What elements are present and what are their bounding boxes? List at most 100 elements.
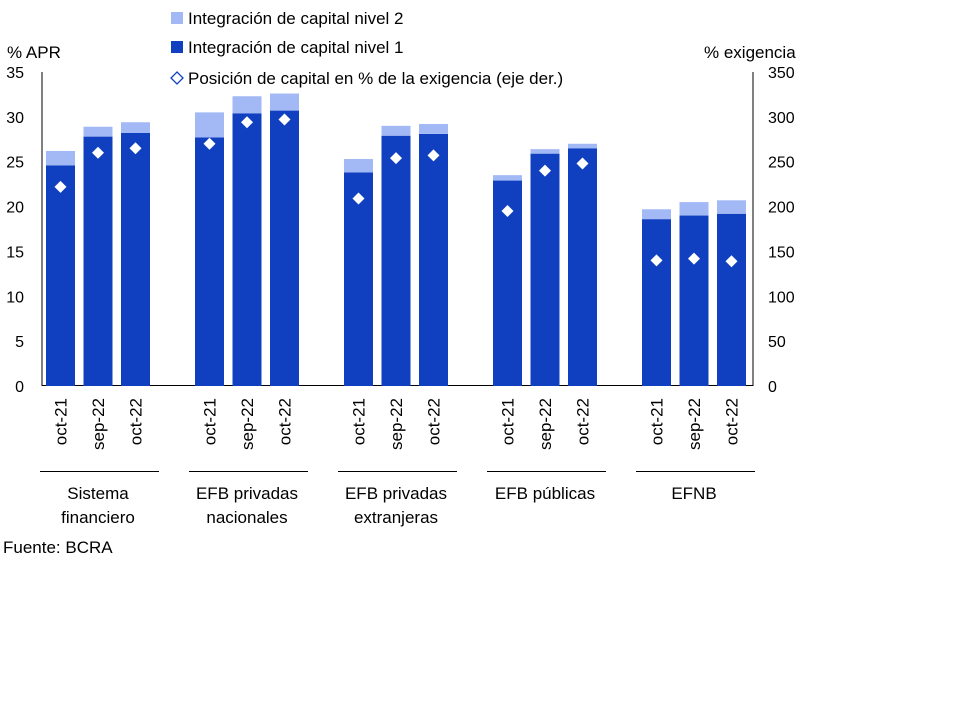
group-label: EFNB bbox=[671, 484, 716, 503]
bar-tier2 bbox=[717, 200, 746, 214]
bar-tier2 bbox=[381, 125, 411, 136]
bar-tier2 bbox=[344, 159, 373, 173]
category-label: sep-22 bbox=[238, 398, 257, 450]
bar-tier2 bbox=[232, 96, 262, 114]
right-axis-unit-label: % exigencia bbox=[704, 43, 796, 62]
left-tick-label: 15 bbox=[6, 244, 24, 261]
bar-tier2 bbox=[121, 122, 150, 134]
bar-tier2 bbox=[83, 126, 113, 137]
category-label: oct-22 bbox=[276, 398, 295, 445]
bar-tier1 bbox=[83, 136, 113, 386]
marker-position bbox=[92, 146, 104, 159]
legend-label-tier2: Integración de capital nivel 2 bbox=[188, 9, 403, 28]
chart-legend: Integración de capital nivel 2 Integraci… bbox=[170, 9, 563, 88]
bar-tier1 bbox=[679, 215, 709, 386]
group-label: EFB privadas bbox=[196, 484, 298, 503]
group-label: extranjeras bbox=[354, 508, 438, 527]
bar-tier2 bbox=[270, 93, 299, 111]
bars-layer bbox=[46, 93, 746, 387]
left-tick-label: 20 bbox=[6, 200, 24, 217]
group-label: Sistema bbox=[67, 484, 129, 503]
bar-tier1 bbox=[419, 133, 448, 386]
group-labels: Sistema financiero EFB privadas nacionales E… bbox=[40, 471, 755, 527]
bar-tier1 bbox=[568, 148, 597, 386]
category-label: oct-22 bbox=[425, 398, 444, 445]
category-label: sep-22 bbox=[685, 398, 704, 450]
right-tick-label: 0 bbox=[768, 379, 777, 396]
right-tick-label: 200 bbox=[768, 200, 795, 217]
category-label: sep-22 bbox=[536, 398, 555, 450]
marker-position bbox=[241, 116, 253, 129]
legend-swatch-tier2 bbox=[171, 12, 183, 24]
bar-tier1 bbox=[642, 219, 671, 386]
right-tick-label: 150 bbox=[768, 244, 795, 261]
group-label: EFB públicas bbox=[495, 484, 595, 503]
source-note: Fuente: BCRA bbox=[3, 538, 113, 557]
marker-position bbox=[650, 254, 663, 267]
category-labels: oct-21 sep-22 oct-22 oct-21 sep-22 oct-22 oct-… bbox=[52, 398, 742, 450]
bar-tier1 bbox=[46, 165, 75, 386]
left-tick-label: 10 bbox=[6, 289, 24, 306]
legend-swatch-position-diamond bbox=[170, 71, 184, 85]
category-label: sep-22 bbox=[387, 398, 406, 450]
bar-tier2 bbox=[419, 124, 448, 134]
marker-position bbox=[539, 164, 551, 177]
bar-tier1 bbox=[344, 172, 373, 386]
left-tick-label: 35 bbox=[6, 65, 24, 82]
bar-tier1 bbox=[232, 113, 262, 387]
marker-position bbox=[390, 152, 402, 165]
category-label: oct-21 bbox=[648, 398, 667, 445]
bar-tier2 bbox=[642, 209, 671, 220]
markers-layer bbox=[54, 113, 738, 268]
right-axis-ticks: 0 50 100 150 200 250 300 350 bbox=[768, 65, 795, 396]
group-label: EFB privadas bbox=[345, 484, 447, 503]
category-label: oct-22 bbox=[574, 398, 593, 445]
marker-position bbox=[129, 142, 142, 155]
left-tick-label: 0 bbox=[15, 379, 24, 396]
bar-tier2 bbox=[195, 112, 224, 138]
right-tick-label: 350 bbox=[768, 65, 795, 82]
bar-tier1 bbox=[717, 213, 746, 386]
category-label: oct-21 bbox=[52, 398, 71, 445]
right-tick-label: 250 bbox=[768, 155, 795, 172]
marker-position bbox=[576, 157, 589, 170]
left-axis-unit-label: % APR bbox=[7, 43, 61, 62]
marker-position bbox=[427, 149, 440, 162]
category-label: oct-21 bbox=[201, 398, 220, 445]
category-label: oct-22 bbox=[723, 398, 742, 445]
bar-tier2 bbox=[679, 202, 709, 216]
bar-tier1 bbox=[195, 137, 224, 386]
left-tick-label: 30 bbox=[6, 110, 24, 127]
marker-position bbox=[688, 252, 700, 265]
category-label: sep-22 bbox=[89, 398, 108, 450]
bar-tier1 bbox=[530, 153, 560, 386]
right-tick-label: 300 bbox=[768, 110, 795, 127]
marker-position bbox=[352, 192, 365, 205]
left-axis-ticks: 0 5 10 15 20 25 30 35 bbox=[6, 65, 24, 396]
category-label: oct-22 bbox=[127, 398, 146, 445]
group-label: nacionales bbox=[206, 508, 287, 527]
left-tick-label: 25 bbox=[6, 155, 24, 172]
marker-position bbox=[278, 113, 291, 126]
legend-swatch-tier1 bbox=[171, 41, 183, 53]
bar-tier2 bbox=[530, 149, 560, 154]
category-label: oct-21 bbox=[499, 398, 518, 445]
bar-tier2 bbox=[493, 175, 522, 181]
group-label: financiero bbox=[61, 508, 135, 527]
marker-position bbox=[54, 180, 67, 193]
left-tick-label: 5 bbox=[15, 334, 24, 351]
marker-position bbox=[501, 205, 514, 218]
right-tick-label: 100 bbox=[768, 289, 795, 306]
marker-position bbox=[725, 255, 738, 268]
marker-position bbox=[203, 137, 216, 150]
right-tick-label: 50 bbox=[768, 334, 786, 351]
bar-tier2 bbox=[46, 150, 75, 166]
bar-tier2 bbox=[568, 143, 597, 149]
bar-tier1 bbox=[121, 133, 150, 386]
bar-tier1 bbox=[381, 135, 411, 386]
legend-label-tier1: Integración de capital nivel 1 bbox=[188, 38, 403, 57]
category-label: oct-21 bbox=[350, 398, 369, 445]
bar-tier1 bbox=[270, 110, 299, 386]
legend-label-position: Posición de capital en % de la exigencia… bbox=[188, 69, 563, 88]
